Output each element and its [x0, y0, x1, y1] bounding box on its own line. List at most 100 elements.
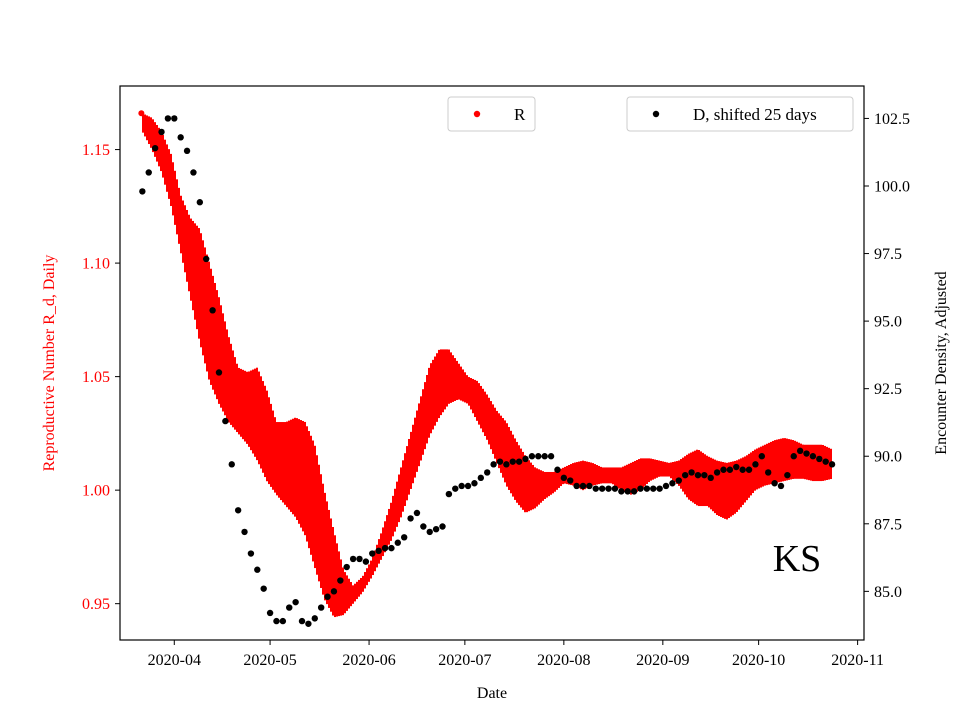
r-band-bar — [434, 356, 436, 426]
y-left-tick-label: 1.00 — [82, 483, 110, 500]
r-band-bar — [314, 445, 316, 569]
d-point — [388, 544, 395, 552]
y-right-tick-label: 97.5 — [874, 246, 902, 263]
r-band-bar — [454, 358, 456, 401]
r-band-bar — [294, 417, 296, 517]
d-point — [701, 471, 708, 479]
d-point — [394, 539, 402, 546]
r-band-bar — [340, 559, 342, 616]
d-point — [726, 466, 734, 473]
r-band-bar — [436, 353, 438, 422]
r-band-bar — [514, 438, 516, 500]
r-band-bar — [576, 462, 578, 488]
d-point — [145, 169, 152, 176]
r-band-bar — [474, 379, 476, 418]
r-band-bar — [578, 461, 580, 489]
r-band-bar — [366, 568, 368, 586]
legend-r-box — [447, 96, 536, 132]
r-band-bar — [360, 578, 362, 595]
r-band-bar — [670, 462, 672, 479]
r-band-bar — [398, 474, 400, 523]
r-band-bar — [804, 444, 806, 480]
r-band-bar — [394, 488, 396, 532]
y-right-tick-label: 100.0 — [874, 178, 910, 195]
r-band-bar — [238, 367, 240, 435]
r-band-bar — [610, 467, 612, 484]
r-band-bar — [478, 383, 480, 425]
r-band-bar — [432, 359, 434, 430]
d-point — [675, 477, 682, 484]
d-point — [464, 482, 472, 490]
r-band-bar — [638, 459, 640, 491]
r-band-bar — [790, 439, 792, 480]
r-band-bar — [406, 446, 408, 501]
r-band-bar — [456, 360, 458, 401]
r-band-bar — [202, 240, 204, 356]
r-band-bar — [794, 440, 796, 479]
r-band-bar — [600, 466, 602, 484]
d-point — [522, 455, 529, 463]
d-point — [241, 528, 248, 536]
r-band-bar — [440, 349, 442, 416]
legend-r: R — [447, 96, 536, 132]
d-point — [324, 593, 331, 600]
legend-d-box — [626, 96, 854, 132]
r-band-bar — [356, 581, 358, 600]
r-band-bar — [498, 413, 500, 469]
d-point — [228, 461, 235, 468]
d-point — [573, 482, 580, 490]
d-point — [828, 461, 836, 468]
r-band-bar — [730, 461, 732, 517]
d-point — [650, 485, 657, 492]
r-band-bar — [548, 471, 550, 497]
r-band-bar — [634, 460, 636, 493]
d-point — [681, 471, 689, 479]
d-point — [445, 490, 453, 498]
r-band-bar — [426, 374, 428, 444]
d-point — [803, 450, 810, 457]
r-band-bar — [306, 426, 308, 542]
y-left-tick-label: 1.10 — [82, 256, 110, 273]
r-band-bar — [348, 578, 350, 609]
d-point — [739, 466, 746, 473]
r-band-bar — [772, 440, 774, 484]
d-point — [796, 447, 804, 455]
d-point — [509, 458, 516, 465]
y-right-tick-label: 92.5 — [874, 381, 902, 398]
d-point — [413, 509, 421, 517]
r-band-bar — [706, 455, 708, 507]
r-band-bar — [542, 471, 544, 501]
r-band-bar — [168, 149, 170, 199]
r-band-bar — [792, 440, 794, 479]
r-band-bar — [760, 446, 762, 488]
r-band-bar — [762, 445, 764, 487]
r-band-bar — [516, 441, 518, 503]
d-point — [758, 453, 766, 460]
x-tick-label: 2020-10 — [732, 652, 785, 669]
r-band-bar — [618, 467, 620, 489]
d-point — [260, 585, 267, 592]
r-band-bar — [502, 418, 504, 478]
r-band-bar — [162, 134, 164, 178]
r-band-bar — [284, 422, 286, 505]
r-band-bar — [272, 410, 274, 490]
d-point — [643, 485, 651, 492]
r-band-bar — [158, 127, 160, 167]
r-band-bar — [338, 551, 340, 617]
d-point — [477, 474, 485, 482]
d-point — [515, 458, 523, 465]
r-band-bar — [166, 144, 168, 192]
y-right-tick-label: 95.0 — [874, 314, 902, 331]
r-band-bar — [580, 461, 582, 490]
r-band-bar — [738, 459, 740, 510]
r-band-bar — [384, 521, 386, 553]
r-band-bar — [816, 444, 818, 482]
r-band-bar — [756, 448, 758, 490]
r-band-bar — [466, 375, 468, 404]
d-point — [215, 369, 223, 376]
r-band-bar — [798, 442, 800, 479]
r-point — [138, 110, 145, 117]
r-band-bar — [438, 349, 440, 419]
r-band-bar — [308, 431, 310, 549]
d-point — [196, 199, 204, 206]
